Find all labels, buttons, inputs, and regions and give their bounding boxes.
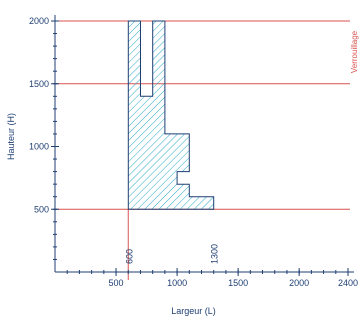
hatched-region xyxy=(127,20,215,210)
y-tick-label: 1500 xyxy=(29,79,49,89)
reference-label-1300: 1300 xyxy=(210,244,220,264)
annotation-verrouillage: Verrouillage xyxy=(350,30,359,73)
x-tick-label: 2400 xyxy=(338,278,358,288)
reference-lines-layer xyxy=(55,20,350,280)
x-axis-title: Largeur (L) xyxy=(171,306,216,316)
hatched-region-layer xyxy=(127,20,215,210)
labels-layer: 500 1000 1500 2000 2400 500 1000 1500 2000 600 130… xyxy=(6,16,359,316)
axes-layer xyxy=(51,15,354,276)
reference-label-600: 600 xyxy=(124,249,134,264)
y-tick-label: 500 xyxy=(34,204,49,214)
y-tick-label: 2000 xyxy=(29,16,49,26)
y-tick-label: 1000 xyxy=(29,142,49,152)
x-tick-label: 500 xyxy=(109,278,124,288)
x-tick-label: 2000 xyxy=(289,278,309,288)
y-axis-title: Hauteur (H) xyxy=(6,113,16,160)
x-tick-label: 1000 xyxy=(167,278,187,288)
x-tick-label: 1500 xyxy=(228,278,248,288)
